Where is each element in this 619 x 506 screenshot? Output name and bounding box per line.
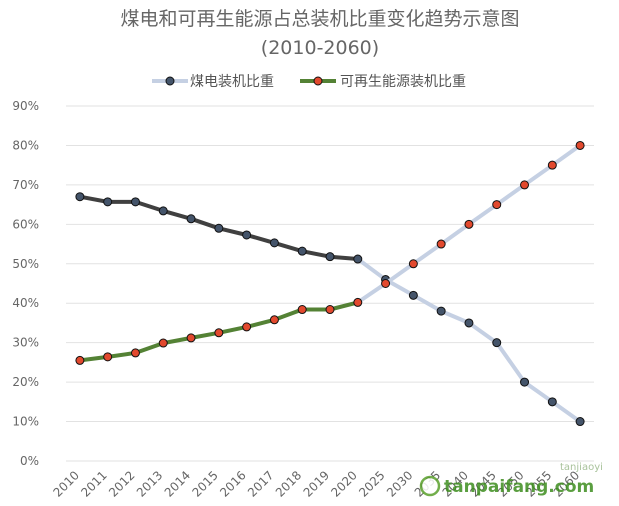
x-tick-label: 2012 — [106, 468, 137, 499]
watermark-logo-icon — [419, 475, 441, 497]
chart-subtitle: (2010-2060) — [261, 37, 379, 59]
series-1-point-9 — [325, 305, 335, 315]
x-tick-label: 2030 — [384, 468, 415, 499]
x-tick-label: 2013 — [134, 468, 165, 499]
x-tick-label: 2011 — [78, 468, 109, 499]
y-tick-label: 30% — [12, 336, 39, 350]
y-axis: 0% 10% 20% 30% 40% 50% 60% 70% 80% 90% — [12, 99, 39, 468]
series-0-point-12 — [408, 290, 418, 300]
x-tick-label: 2019 — [301, 468, 332, 499]
legend-label-0: 煤电装机比重 — [190, 74, 274, 90]
series-0-point-4 — [186, 214, 196, 224]
legend: 煤电装机比重 可再生能源装机比重 — [152, 74, 466, 90]
series-1-point-15 — [492, 200, 502, 210]
series-0-point-0 — [75, 192, 85, 202]
series-0-point-18 — [575, 417, 585, 427]
legend-marker-1 — [313, 76, 323, 86]
y-tick-label: 10% — [12, 415, 39, 429]
y-tick-label: 20% — [12, 375, 39, 389]
y-tick-label: 90% — [12, 99, 39, 113]
gridlines — [66, 105, 594, 462]
y-tick-label: 80% — [12, 138, 39, 152]
series-1-point-6 — [242, 322, 252, 332]
series-0-point-17 — [547, 397, 557, 407]
series-1-point-4 — [186, 333, 196, 343]
series-0-point-5 — [214, 223, 224, 233]
series-1-point-1 — [103, 352, 113, 362]
series-1-point-8 — [297, 305, 307, 315]
watermark-brand: tanpaifang.com — [444, 477, 594, 497]
series-1-point-14 — [464, 219, 474, 229]
series-1-point-2 — [130, 348, 140, 358]
series-0-point-10 — [353, 254, 363, 264]
series-1-point-3 — [158, 338, 168, 348]
series-0-point-3 — [158, 206, 168, 216]
series-0-point-16 — [520, 377, 530, 387]
legend-label-1: 可再生能源装机比重 — [340, 74, 466, 90]
series-1-point-13 — [436, 239, 446, 249]
x-tick-label: 2025 — [356, 468, 387, 499]
x-tick-label: 2020 — [328, 468, 359, 499]
series-0-point-2 — [130, 197, 140, 207]
series-0-point-13 — [436, 306, 446, 316]
x-tick-label: 2017 — [245, 468, 276, 499]
series-1-point-12 — [408, 259, 418, 269]
legend-marker-0 — [165, 76, 175, 86]
series-1-point-0 — [75, 355, 85, 365]
x-tick-label: 2016 — [217, 468, 248, 499]
series-1-point-16 — [520, 180, 530, 190]
x-tick-label: 2015 — [189, 468, 220, 499]
series-1-point-17 — [547, 160, 557, 170]
series-0-point-15 — [492, 338, 502, 348]
series-0-point-14 — [464, 318, 474, 328]
series-0-point-7 — [269, 238, 279, 248]
y-tick-label: 40% — [12, 296, 39, 310]
series-1 — [75, 140, 585, 365]
series-0-projection-line — [356, 257, 582, 424]
series-1-point-11 — [381, 279, 391, 288]
chart-title: 煤电和可再生能源占总装机比重变化趋势示意图 — [120, 8, 519, 30]
x-tick-label: 2014 — [162, 468, 193, 499]
series-1-point-10 — [353, 297, 363, 307]
y-tick-label: 0% — [20, 454, 39, 468]
series-0-point-8 — [297, 246, 307, 256]
y-tick-label: 50% — [12, 257, 39, 271]
watermark-small: tanjiaoyi — [560, 462, 603, 473]
x-tick-label: 2018 — [273, 468, 304, 499]
watermark: tanpaifang.com tanjiaoyi — [419, 462, 603, 497]
series-1-point-18 — [575, 140, 585, 150]
series-1-point-7 — [269, 315, 279, 325]
series-0-point-9 — [325, 252, 335, 262]
series-0-point-6 — [242, 230, 252, 240]
x-tick-label: 2010 — [51, 468, 82, 499]
series-1-point-5 — [214, 328, 224, 338]
series-0-point-1 — [103, 197, 113, 207]
y-tick-label: 60% — [12, 217, 39, 231]
y-tick-label: 70% — [12, 178, 39, 192]
series-0 — [75, 192, 585, 427]
series-layer — [75, 140, 585, 427]
